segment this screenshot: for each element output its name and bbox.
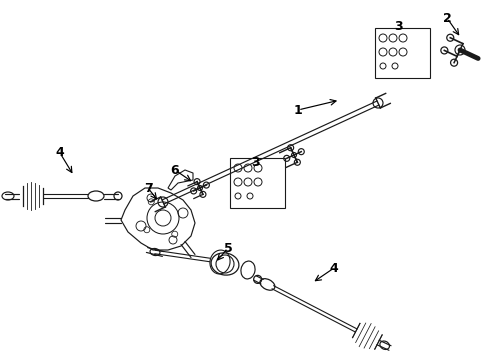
Text: 5: 5 [223, 242, 232, 255]
Circle shape [197, 185, 202, 190]
Bar [230, 158, 285, 208]
Text: 3: 3 [251, 156, 259, 168]
Text: 7: 7 [144, 181, 152, 194]
Text: 4: 4 [330, 261, 339, 274]
Circle shape [292, 153, 296, 158]
Text: 6: 6 [171, 163, 179, 176]
Bar [375, 28, 430, 78]
Text: 3: 3 [393, 21, 402, 33]
Text: 2: 2 [442, 12, 451, 24]
Text: 1: 1 [294, 104, 302, 117]
Text: 4: 4 [56, 147, 64, 159]
